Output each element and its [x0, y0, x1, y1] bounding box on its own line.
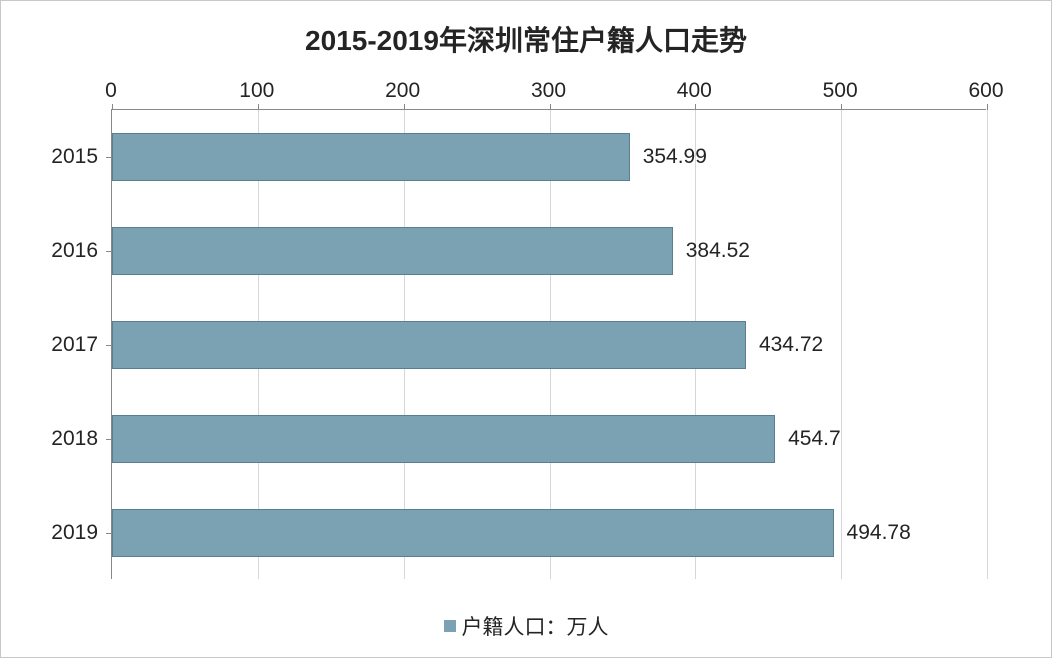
chart-title: 2015-2019年深圳常住户籍人口走势: [31, 19, 1021, 59]
bar: 494.78: [112, 509, 834, 557]
bar: 454.7: [112, 415, 775, 463]
y-axis-label: 2019: [51, 521, 112, 545]
legend: 户籍人口：万人: [1, 611, 1051, 641]
bar-value-label: 434.72: [745, 333, 823, 357]
bar-value-label: 384.52: [672, 239, 750, 263]
y-axis-label: 2016: [51, 239, 112, 263]
x-tick-label: 500: [823, 79, 858, 103]
x-tick-label: 200: [385, 79, 420, 103]
x-tick-label: 400: [677, 79, 712, 103]
y-axis-label: 2015: [51, 145, 112, 169]
x-axis-labels: 0100200300400500600: [111, 79, 986, 109]
bar-value-label: 354.99: [629, 145, 707, 169]
bar: 354.99: [112, 133, 630, 181]
y-axis-label: 2017: [51, 333, 112, 357]
x-tick-label: 300: [531, 79, 566, 103]
grid-line: [841, 110, 842, 579]
bar: 384.52: [112, 227, 673, 275]
bar-value-label: 454.7: [774, 427, 841, 451]
legend-label: 户籍人口：万人: [462, 611, 609, 641]
legend-swatch: [444, 620, 456, 632]
x-tick-label: 0: [105, 79, 117, 103]
chart-container: 2015-2019年深圳常住户籍人口走势 0 100 200 300 400 500 600…: [1, 1, 1051, 657]
x-tick-label: 100: [239, 79, 274, 103]
x-tick-label: 600: [968, 79, 1003, 103]
plot-area: 2015354.992016384.522017434.722018454.72…: [111, 109, 986, 579]
bar: 434.72: [112, 321, 746, 369]
axis-area: 0100200300400500600 2015354.992016384.52…: [111, 79, 986, 579]
bar-value-label: 494.78: [833, 521, 911, 545]
grid-line: [987, 110, 988, 579]
x-tick-mark: [112, 104, 113, 110]
y-axis-label: 2018: [51, 427, 112, 451]
